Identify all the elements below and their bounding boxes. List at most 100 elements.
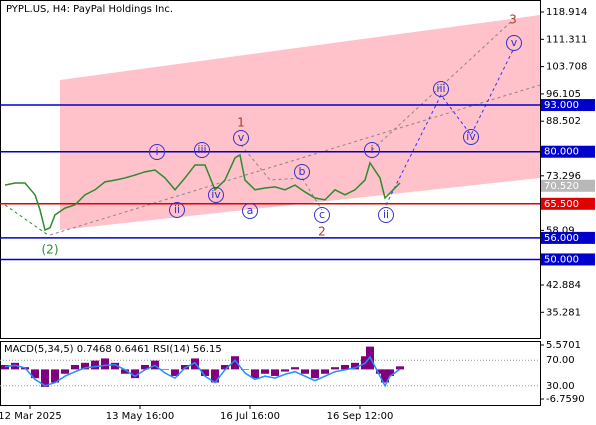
macd-bar: [376, 369, 384, 374]
wave-label: (2): [42, 243, 59, 257]
macd-bar: [396, 366, 404, 370]
macd-bar: [101, 358, 109, 370]
wave-path: [371, 19, 514, 151]
price-line: [4, 153, 401, 232]
macd-bar: [321, 369, 329, 374]
last-price-box: [541, 179, 595, 192]
level-label: 93.000: [544, 100, 579, 111]
macd-bar: [91, 360, 99, 370]
macd-bar: [121, 369, 129, 374]
wave-label: i: [155, 145, 158, 158]
wave-marker: [208, 187, 224, 203]
macd-bar: [1, 365, 9, 370]
macd-bar: [131, 369, 139, 379]
macd-bar: [341, 365, 349, 370]
macd-bar: [31, 369, 39, 379]
macd-bar: [331, 367, 339, 370]
wave-marker: [169, 202, 185, 218]
macd-bar: [211, 369, 219, 383]
chart-title: PYPL.US, H4: PayPal Holdings Inc.: [6, 4, 173, 15]
y-tick-label: 88.502: [546, 116, 581, 127]
macd-bar: [351, 362, 359, 370]
macd-bar: [291, 367, 299, 370]
last-price-label: 70.520: [544, 181, 579, 192]
macd-bar: [71, 365, 79, 370]
wave-marker: [378, 207, 394, 223]
y2-tick-label: 70.00: [546, 355, 575, 366]
rsi-line: [4, 355, 401, 388]
y-tick-label: 5.5701: [546, 340, 581, 351]
macd-bar: [51, 369, 59, 383]
y-tick-label: 58.09: [546, 225, 575, 236]
macd-bar: [281, 369, 289, 372]
level-label: 50.000: [544, 254, 579, 265]
wave-marker: [433, 81, 449, 97]
y-tick-label: 42.884: [546, 280, 581, 291]
wave-marker: [242, 203, 258, 219]
wave-label: a: [247, 204, 254, 217]
wave-label: v: [238, 131, 245, 144]
wave-marker: [233, 130, 249, 146]
macd-bar: [81, 362, 89, 370]
level-label-box: [541, 145, 595, 158]
macd-bar: [221, 365, 229, 370]
macd-bar: [261, 369, 269, 374]
wave-path: [240, 144, 323, 211]
macd-bar: [61, 369, 69, 374]
y-tick-label: 103.708: [546, 62, 587, 73]
trend-channel: [60, 15, 540, 230]
wave-path: [4, 204, 49, 236]
macd-bar: [161, 369, 169, 370]
macd-bar: [141, 365, 149, 370]
wave-marker: [194, 142, 210, 158]
wave-label: ii: [383, 208, 389, 221]
wave-path: [49, 84, 541, 236]
macd-bar: [381, 369, 389, 383]
macd-bar: [271, 369, 279, 376]
macd-bar: [311, 369, 319, 379]
wave-marker: [463, 129, 479, 145]
macd-bar: [386, 369, 394, 376]
y-tick-label: 73.296: [546, 171, 581, 182]
wave-label: iv: [211, 188, 221, 201]
level-label: 65.500: [544, 199, 579, 210]
level-label-box: [541, 231, 595, 244]
wave-label: iii: [436, 82, 445, 95]
wave-label: iii: [197, 143, 206, 156]
wave-marker: [294, 164, 310, 180]
wave-marker: [364, 142, 380, 158]
wave-path: [385, 47, 515, 206]
y-tick-label: 96.105: [546, 89, 581, 100]
wave-label: 2: [318, 225, 326, 239]
wave-marker: [506, 35, 522, 51]
wave-label: 3: [509, 13, 517, 27]
x-tick-label: 16 Jul 16:00: [220, 411, 280, 422]
level-label: 80.000: [544, 147, 579, 158]
y-tick-label: -6.7590: [546, 394, 585, 405]
level-label-box: [541, 253, 595, 266]
price-panel-frame: [0, 0, 541, 339]
macd-bar: [171, 369, 179, 376]
level-label: 56.000: [544, 233, 579, 244]
level-label-box: [541, 99, 595, 112]
macd-bar: [251, 369, 259, 379]
macd-bar: [231, 356, 239, 370]
x-tick-label: 13 May 16:00: [106, 411, 175, 422]
x-tick-label: 16 Sep 12:00: [327, 411, 394, 422]
y-tick-label: 35.281: [546, 307, 581, 318]
y-tick-label: 111.311: [546, 34, 587, 45]
wave-label: ii: [174, 203, 180, 216]
level-label-box: [541, 197, 595, 210]
wave-label: i: [370, 143, 373, 156]
wave-label: c: [319, 208, 325, 221]
wave-label: iv: [466, 130, 476, 143]
macd-bar: [11, 362, 19, 370]
macd-bar: [111, 362, 119, 370]
macd-bar: [241, 369, 249, 370]
wave-label: v: [511, 36, 518, 49]
wave-label: 1: [237, 116, 245, 130]
x-tick-label: 12 Mar 2025: [0, 411, 62, 422]
indicator-panel-frame: [0, 341, 541, 406]
wave-marker: [149, 144, 165, 160]
